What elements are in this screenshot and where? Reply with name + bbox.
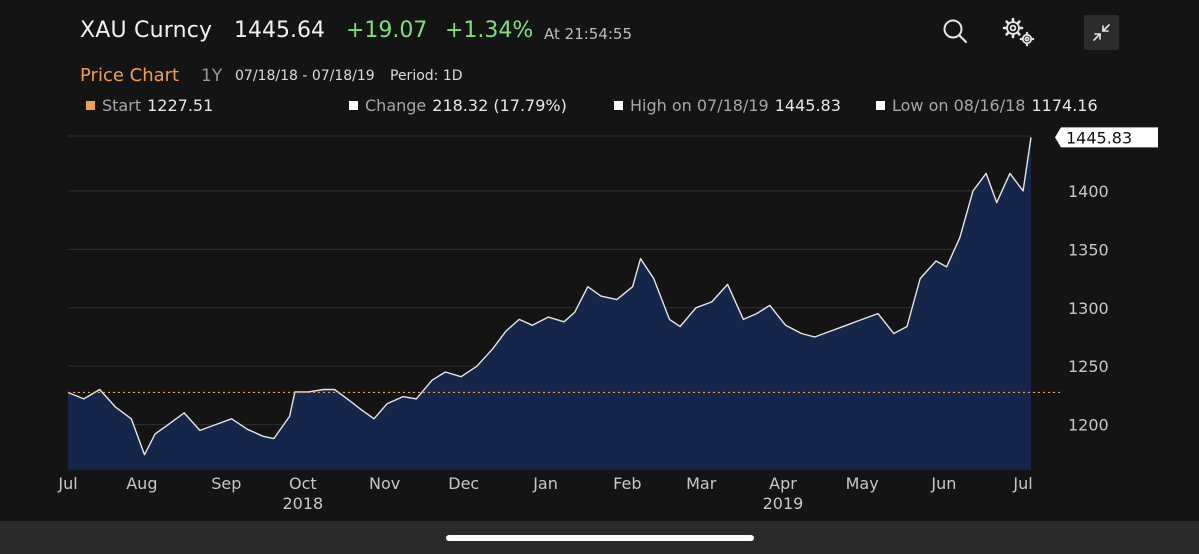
y-tick-label: 1250 bbox=[1068, 357, 1109, 376]
last-price: 1445.64 bbox=[234, 18, 325, 43]
stat-high: High on 07/18/19 1445.83 bbox=[614, 96, 841, 115]
x-tick-label: Nov bbox=[369, 474, 400, 493]
last-value-text: 1445.83 bbox=[1066, 128, 1132, 147]
x-tick-label: Jan bbox=[532, 474, 558, 493]
start-marker bbox=[86, 101, 95, 110]
stat-change: Change 218.32 (17.79%) bbox=[349, 96, 567, 115]
last-value-label: 1445.83 bbox=[1055, 127, 1158, 148]
percent-change: +1.34% bbox=[445, 18, 534, 43]
start-value: 1227.51 bbox=[147, 96, 214, 115]
x-axis: Jul Aug Sep Oct Nov Dec Jan Feb Mar Apr May Jun Jul 2… bbox=[57, 474, 1032, 513]
stats-bar: Start 1227.51 Change 218.32 (17.79%) High … bbox=[0, 96, 1199, 120]
year-label: 2019 bbox=[763, 494, 804, 513]
y-tick-label: 1400 bbox=[1068, 182, 1109, 201]
x-tick-label: Feb bbox=[613, 474, 641, 493]
high-marker bbox=[614, 101, 623, 110]
year-label: 2018 bbox=[282, 494, 323, 513]
y-tick-label: 1200 bbox=[1068, 416, 1109, 435]
x-tick-label: Jun bbox=[930, 474, 956, 493]
period-label: Period: 1D bbox=[390, 68, 463, 84]
x-tick-label: Jul bbox=[1012, 474, 1032, 493]
date-range: 07/18/18 - 07/18/19 bbox=[235, 68, 375, 84]
price-line bbox=[67, 137, 1032, 456]
last-value-tag bbox=[1055, 127, 1158, 148]
stat-start: Start 1227.51 bbox=[86, 96, 213, 115]
home-indicator[interactable] bbox=[446, 535, 754, 541]
change-label: Change bbox=[365, 96, 427, 115]
x-tick-label: May bbox=[846, 474, 879, 493]
x-tick-label: Dec bbox=[448, 474, 479, 493]
price-area bbox=[68, 137, 1031, 469]
x-tick-label: Oct bbox=[289, 474, 317, 493]
ticker-symbol: XAU Curncy bbox=[80, 18, 213, 43]
x-tick-label: Jul bbox=[57, 474, 77, 493]
bottom-bar bbox=[0, 521, 1199, 554]
x-tick-label: Apr bbox=[769, 474, 797, 493]
y-axis: 1200 1250 1300 1350 1400 bbox=[1068, 182, 1109, 435]
y-tick-label: 1300 bbox=[1068, 299, 1109, 318]
search-icon[interactable] bbox=[938, 14, 974, 50]
settings-icon[interactable] bbox=[1000, 14, 1036, 50]
y-tick-label: 1350 bbox=[1068, 240, 1109, 259]
low-value: 1174.16 bbox=[1031, 96, 1098, 115]
x-tick-label: Mar bbox=[686, 474, 717, 493]
header: XAU Curncy 1445.64 +19.07 +1.34% At 21:5… bbox=[0, 0, 1199, 64]
x-tick-label: Sep bbox=[211, 474, 241, 493]
stat-low: Low on 08/16/18 1174.16 bbox=[876, 96, 1098, 115]
high-value: 1445.83 bbox=[774, 96, 841, 115]
change-value: 218.32 (17.79%) bbox=[432, 96, 567, 115]
start-label: Start bbox=[102, 96, 142, 115]
chart-title: Price Chart bbox=[80, 65, 180, 86]
change-marker bbox=[349, 101, 358, 110]
quote-time: At 21:54:55 bbox=[544, 25, 633, 43]
high-label: High on 07/18/19 bbox=[630, 96, 769, 115]
x-tick-label: Aug bbox=[126, 474, 157, 493]
low-marker bbox=[876, 101, 885, 110]
collapse-icon[interactable] bbox=[1084, 15, 1119, 50]
range-selector[interactable]: 1Y bbox=[201, 66, 223, 86]
net-change: +19.07 bbox=[346, 18, 428, 43]
low-label: Low on 08/16/18 bbox=[892, 96, 1026, 115]
